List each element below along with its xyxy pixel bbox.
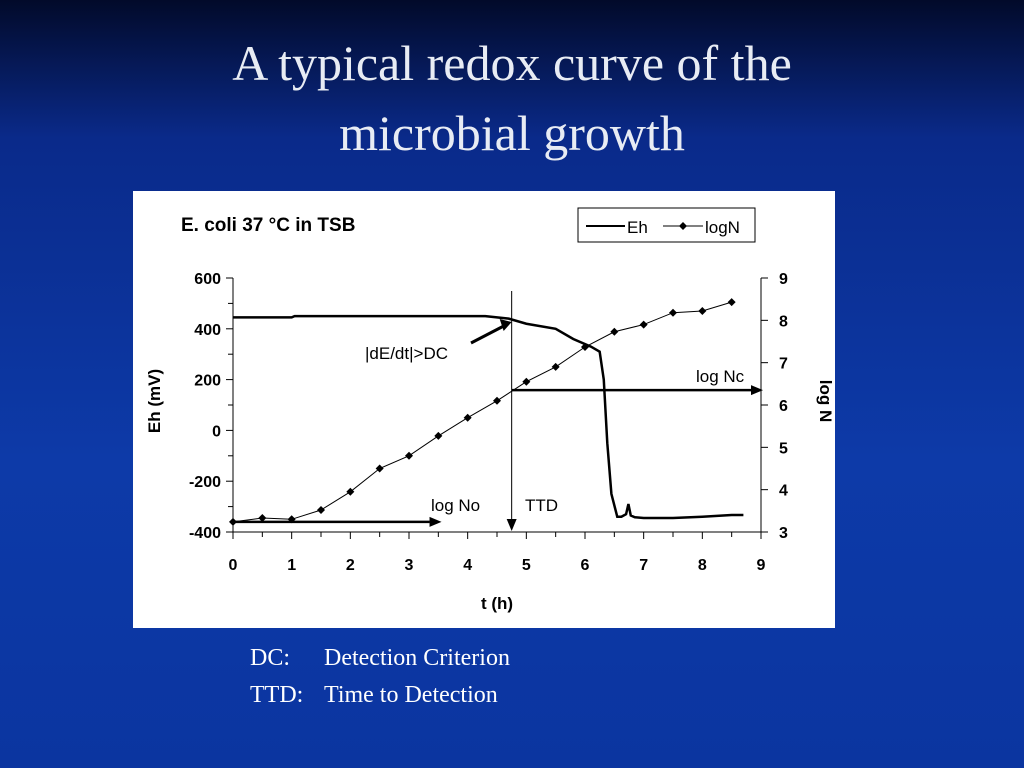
y2-axis-label: log N xyxy=(816,380,835,423)
logn-point xyxy=(610,327,619,336)
logn-point xyxy=(639,320,648,329)
logn-point xyxy=(258,514,267,523)
title-line-2: microbial growth xyxy=(339,105,685,161)
redox-chart: E. coli 37 °C in TSB Eh logN Eh (mV) log… xyxy=(133,191,835,628)
notes: DC: Detection Criterion TTD: Time to Detec… xyxy=(250,640,510,714)
logn-line xyxy=(232,301,732,523)
annotation-log-no: log No xyxy=(431,496,480,515)
x-tick-label: 8 xyxy=(698,557,707,574)
y-tick-label: 0 xyxy=(212,423,221,440)
logn-point xyxy=(522,377,531,386)
note-ttd: TTD: Time to Detection xyxy=(250,677,510,714)
x-tick-label: 7 xyxy=(639,557,648,574)
y2-tick-label: 6 xyxy=(779,398,788,415)
annotation-log-nc: log Nc xyxy=(696,367,745,386)
y-tick-label: -400 xyxy=(189,525,221,542)
log-no-arrowhead xyxy=(429,516,442,527)
x-tick-label: 5 xyxy=(522,557,531,574)
logn-point xyxy=(346,487,355,496)
y2-tick-label: 8 xyxy=(779,313,788,330)
x-tick-label: 2 xyxy=(346,557,355,574)
y-axis-label: Eh (mV) xyxy=(145,369,164,433)
y-tick-label: 600 xyxy=(194,271,221,288)
logn-point xyxy=(317,505,325,514)
note-dc: DC: Detection Criterion xyxy=(250,640,510,677)
x-tick-label: 6 xyxy=(581,557,590,574)
chart-svg: E. coli 37 °C in TSB Eh logN Eh (mV) log… xyxy=(145,207,835,613)
legend-logn: logN xyxy=(705,218,740,237)
x-axis-label: t (h) xyxy=(481,594,513,613)
logn-point xyxy=(463,413,472,422)
y2-tick-label: 5 xyxy=(779,440,788,457)
ttd-arrowhead xyxy=(506,519,517,531)
logn-point xyxy=(581,343,589,352)
y-tick-label: -200 xyxy=(189,474,221,491)
logn-point xyxy=(434,431,443,440)
slide-title: A typical redox curve of the microbial g… xyxy=(0,28,1024,168)
logn-point xyxy=(669,308,677,317)
logn-point xyxy=(727,298,736,307)
dedt-arrowhead xyxy=(499,319,512,331)
note-key: TTD: xyxy=(250,682,304,708)
logn-point xyxy=(493,396,501,405)
y2-tick-label: 9 xyxy=(779,271,788,288)
logn-point xyxy=(375,464,384,473)
x-tick-label: 0 xyxy=(229,557,238,574)
x-tick-label: 1 xyxy=(287,557,296,574)
dedt-arrow xyxy=(470,323,507,345)
logn-point xyxy=(405,451,413,460)
note-text: Time to Detection xyxy=(324,682,498,708)
title-line-1: A typical redox curve of the xyxy=(232,35,792,91)
x-tick-label: 9 xyxy=(757,557,766,574)
logn-point xyxy=(698,307,707,316)
legend-logn-marker xyxy=(679,222,687,230)
note-key: DC: xyxy=(250,645,291,671)
y2-tick-label: 4 xyxy=(779,483,788,500)
y-tick-label: 400 xyxy=(194,322,221,339)
logn-point xyxy=(551,362,560,371)
annotation-dedt: |dE/dt|>DC xyxy=(365,344,448,363)
legend-eh: Eh xyxy=(627,218,648,237)
log-nc-arrowhead xyxy=(751,385,763,396)
y2-tick-label: 7 xyxy=(779,356,788,373)
x-tick-label: 3 xyxy=(405,557,414,574)
chart-title: E. coli 37 °C in TSB xyxy=(181,215,355,236)
y2-tick-label: 3 xyxy=(779,525,788,542)
legend: Eh logN xyxy=(577,207,756,243)
y-tick-label: 200 xyxy=(194,373,221,390)
x-tick-label: 4 xyxy=(463,557,472,574)
eh-line xyxy=(233,314,744,520)
annotation-ttd: TTD xyxy=(525,496,558,515)
note-text: Detection Criterion xyxy=(324,645,510,671)
